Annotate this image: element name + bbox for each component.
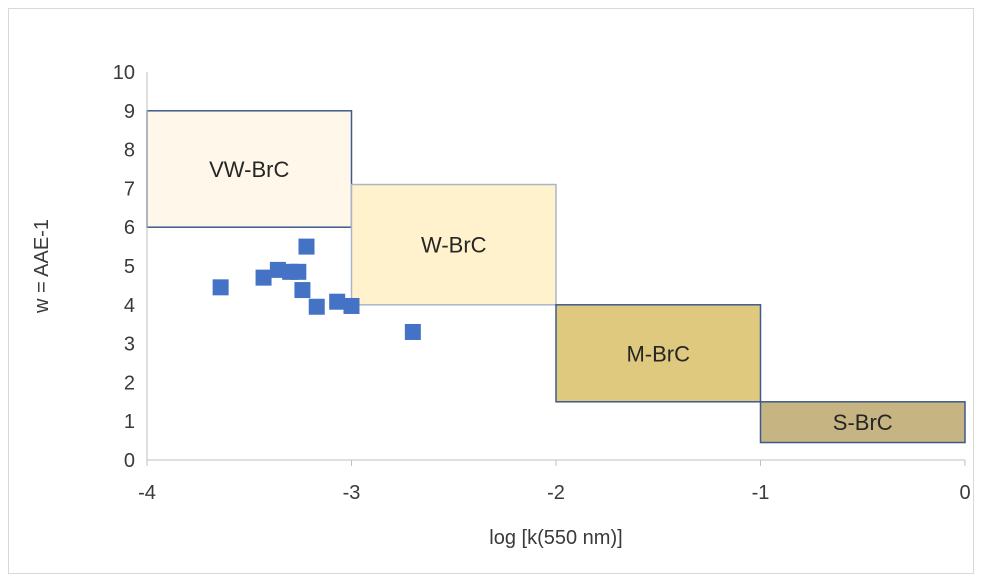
tick-labels-layer: -4 -3 -2 -1 0 0 1 2 3 4 5 6 7 8 9 10: [113, 62, 971, 504]
x-tick-label: -2: [547, 482, 565, 504]
x-tick-label: -1: [752, 482, 770, 504]
axes-layer: [146, 72, 966, 466]
y-axis-title: w = AAE-1: [31, 219, 53, 314]
data-point: [255, 269, 272, 286]
data-point: [404, 323, 421, 340]
x-tick-label: -3: [343, 482, 361, 504]
region-label-1: W-BrC: [421, 233, 487, 258]
y-tick-label: 10: [113, 62, 135, 84]
data-points-layer: [212, 238, 421, 340]
region-label-2: M-BrC: [626, 341, 690, 366]
data-point: [212, 279, 229, 296]
y-tick-label: 2: [124, 372, 135, 394]
data-point: [290, 263, 307, 280]
y-tick-label: 8: [124, 140, 135, 162]
region-box-3: [759, 401, 966, 444]
y-tick-label: 3: [124, 334, 135, 356]
data-point: [294, 282, 311, 299]
y-tick-label: 9: [124, 101, 135, 123]
data-point: [343, 297, 360, 314]
x-axis-title: log [k(550 nm)]: [489, 527, 622, 549]
data-point: [329, 293, 346, 310]
region-box-0: [146, 110, 353, 228]
y-tick-label: 7: [124, 178, 135, 200]
y-tick-label: 0: [124, 450, 135, 472]
y-tick-label: 1: [124, 411, 135, 433]
data-point: [308, 298, 325, 315]
y-tick-label: 4: [124, 295, 135, 317]
y-tick-label: 6: [124, 217, 135, 239]
region-label-0: VW-BrC: [209, 157, 289, 182]
regions-layer: VW-BrC W-BrC M-BrC S-BrC: [146, 110, 966, 444]
region-box-2: [555, 304, 762, 403]
data-point: [269, 261, 286, 278]
x-tick-label: -4: [138, 482, 156, 504]
y-tick-label: 5: [124, 256, 135, 278]
x-tick-label: 0: [959, 482, 970, 504]
data-point: [298, 238, 315, 255]
region-label-3: S-BrC: [833, 410, 893, 435]
region-box-1: [350, 183, 557, 306]
